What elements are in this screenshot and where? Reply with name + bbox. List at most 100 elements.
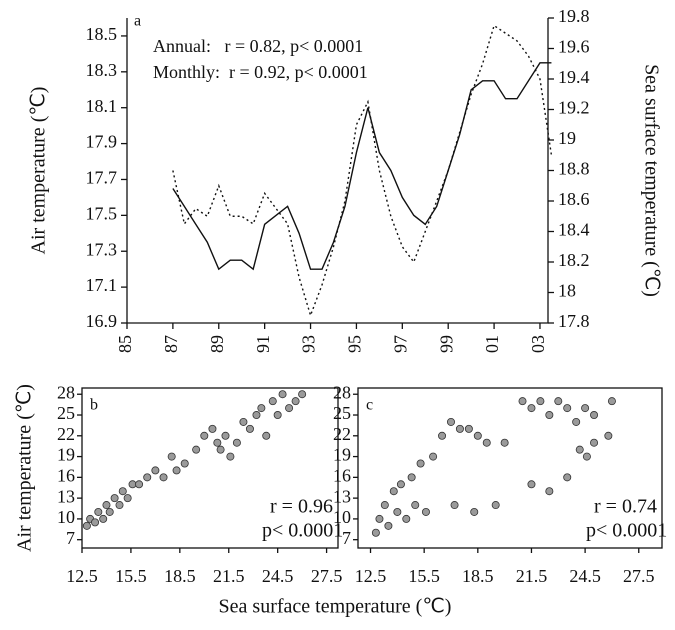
annotation: Monthly: r = 0.92, p< 0.0001 <box>153 62 368 82</box>
y-tick-label: 7 <box>66 528 75 548</box>
point <box>421 507 430 516</box>
y2-tick-label: 19.8 <box>558 6 590 26</box>
y-tick-label: 13 <box>333 486 351 506</box>
y2-tick-label: 18.4 <box>558 220 590 240</box>
point <box>252 411 261 420</box>
point <box>82 521 91 530</box>
point <box>554 397 563 406</box>
point <box>402 514 411 523</box>
y2-tick-label: 19.4 <box>558 67 590 87</box>
y2-tick-label: 18.8 <box>558 159 590 179</box>
y-tick-label: 25 <box>333 403 351 423</box>
point <box>128 480 137 489</box>
point <box>285 404 294 413</box>
point <box>99 514 108 523</box>
point <box>464 424 473 433</box>
y-tick-label: 25 <box>57 403 75 423</box>
x-tick-label: 95 <box>345 335 365 353</box>
y-tick-label: 17.9 <box>86 132 118 152</box>
x-tick-label: 21.5 <box>213 566 245 586</box>
point <box>91 518 100 527</box>
point <box>192 445 201 454</box>
panel-label: b <box>90 397 98 414</box>
point <box>536 397 545 406</box>
point <box>500 438 509 447</box>
point <box>123 494 132 503</box>
annotation: p< 0.0001 <box>262 520 343 542</box>
x-tick-label: 03 <box>528 335 548 353</box>
point <box>232 438 241 447</box>
y-tick-label: 16 <box>333 465 351 485</box>
point <box>384 521 393 530</box>
point <box>407 473 416 482</box>
point <box>482 438 491 447</box>
point <box>213 438 222 447</box>
point <box>393 507 402 516</box>
y-tick-label: 22 <box>57 424 75 444</box>
point <box>268 397 277 406</box>
y-tick-label: 17.1 <box>86 275 118 295</box>
point <box>245 424 254 433</box>
y-tick-label: 19 <box>57 445 75 465</box>
plot-frame <box>357 387 663 549</box>
point <box>527 404 536 413</box>
point <box>438 431 447 440</box>
y-tick-label: 18.3 <box>86 60 118 80</box>
y2-axis-title: Sea surface temperature (℃) <box>640 64 662 297</box>
point <box>572 417 581 426</box>
point <box>226 452 235 461</box>
point <box>375 514 384 523</box>
point <box>102 501 111 510</box>
point <box>607 397 616 406</box>
x-tick-label: 24.5 <box>569 566 601 586</box>
annotation: r = 0.96 <box>270 496 333 518</box>
point <box>590 438 599 447</box>
x-tick-label: 93 <box>299 335 319 353</box>
x-tick-label: 27.5 <box>311 566 343 586</box>
point <box>491 501 500 510</box>
point <box>118 487 127 496</box>
point <box>159 473 168 482</box>
y-tick-label: 28 <box>333 382 351 402</box>
point <box>389 487 398 496</box>
point <box>200 431 209 440</box>
y-tick-label: 28 <box>57 382 75 402</box>
x-axis-title: Sea surface temperature (℃) <box>219 596 452 618</box>
x-tick-label: 24.5 <box>262 566 294 586</box>
point <box>221 431 230 440</box>
x-tick-label: 97 <box>390 335 410 353</box>
x-tick-label: 12.5 <box>66 566 98 586</box>
point <box>473 431 482 440</box>
y2-tick-label: 18 <box>558 281 576 301</box>
point <box>273 411 282 420</box>
point <box>429 452 438 461</box>
point <box>590 411 599 420</box>
x-tick-label: 99 <box>436 335 456 353</box>
x-tick-label: 15.5 <box>408 566 440 586</box>
point <box>411 501 420 510</box>
plot-frame <box>81 387 339 549</box>
y-tick-label: 19 <box>333 445 351 465</box>
point <box>582 452 591 461</box>
point <box>545 411 554 420</box>
point <box>518 397 527 406</box>
point <box>545 487 554 496</box>
y-tick-label: 17.7 <box>86 168 118 188</box>
point <box>143 473 152 482</box>
panel-label: a <box>134 13 141 30</box>
point <box>581 404 590 413</box>
y-tick-label: 17.5 <box>86 203 118 223</box>
y-tick-label: 22 <box>333 424 351 444</box>
point <box>470 507 479 516</box>
y-tick-label: 7 <box>342 528 351 548</box>
point <box>172 466 181 475</box>
point <box>527 480 536 489</box>
y-tick-label: 17.3 <box>86 239 118 259</box>
point <box>416 459 425 468</box>
point <box>291 397 300 406</box>
point <box>446 417 455 426</box>
x-tick-label: 12.5 <box>355 566 387 586</box>
point <box>450 501 459 510</box>
x-tick-label: 18.5 <box>462 566 494 586</box>
